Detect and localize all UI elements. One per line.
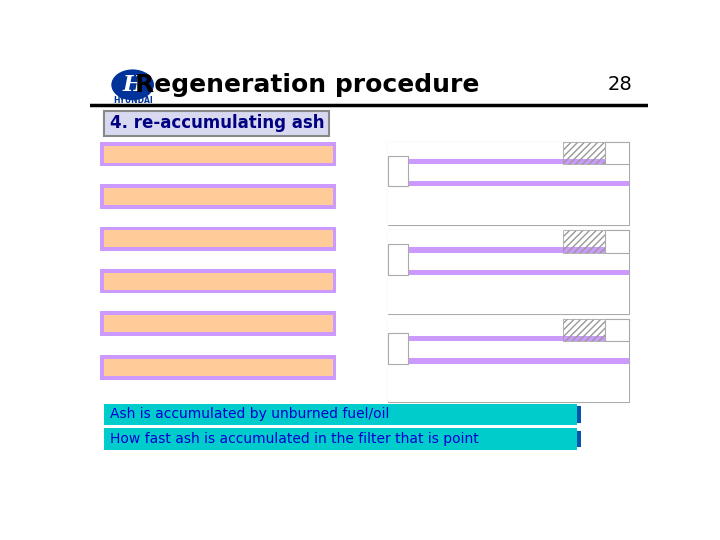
Bar [606, 231, 629, 253]
Bar [408, 269, 629, 275]
Text: H: H [122, 74, 143, 96]
Bar [408, 181, 629, 186]
Bar [577, 406, 581, 423]
Bar [104, 315, 333, 332]
Bar [563, 319, 606, 341]
Bar [388, 231, 629, 247]
Bar [100, 355, 336, 380]
Text: 4. re-accumulating ash: 4. re-accumulating ash [110, 114, 325, 132]
Bar [388, 244, 408, 275]
Bar [104, 146, 333, 163]
Bar [388, 247, 606, 253]
Text: How fast ash is accumulated in the filter that is point: How fast ash is accumulated in the filte… [110, 432, 479, 446]
Bar [563, 231, 606, 253]
Bar [104, 428, 577, 450]
Bar [104, 231, 333, 247]
Bar [100, 226, 336, 251]
Bar [408, 358, 629, 363]
Text: 28: 28 [608, 75, 632, 94]
Text: Ash is accumulated by unburned fuel/oil: Ash is accumulated by unburned fuel/oil [110, 407, 390, 421]
Bar [408, 164, 629, 181]
Bar [100, 311, 336, 336]
Bar [388, 186, 629, 225]
Bar [388, 142, 629, 159]
Bar [388, 363, 629, 402]
Bar [104, 403, 577, 425]
Bar [388, 333, 408, 363]
Bar [577, 430, 581, 448]
Bar [388, 319, 629, 336]
Bar [563, 142, 606, 164]
Bar [104, 359, 333, 376]
Bar [388, 231, 629, 314]
Bar [388, 319, 629, 402]
Bar [388, 156, 408, 186]
Bar [90, 65, 648, 105]
Bar [606, 142, 629, 164]
Bar [388, 336, 606, 341]
Bar [388, 142, 629, 225]
Text: Regeneration procedure: Regeneration procedure [135, 73, 480, 97]
Bar [100, 142, 336, 166]
Bar [606, 319, 629, 341]
Bar [388, 275, 629, 314]
Bar [408, 253, 629, 269]
Bar [104, 273, 333, 289]
Bar [388, 159, 606, 164]
Ellipse shape [112, 70, 154, 100]
Bar [408, 341, 629, 358]
Bar [104, 111, 329, 136]
Text: HYUNDAI: HYUNDAI [113, 96, 153, 105]
Bar [104, 188, 333, 205]
Bar [100, 184, 336, 209]
Bar [100, 269, 336, 294]
